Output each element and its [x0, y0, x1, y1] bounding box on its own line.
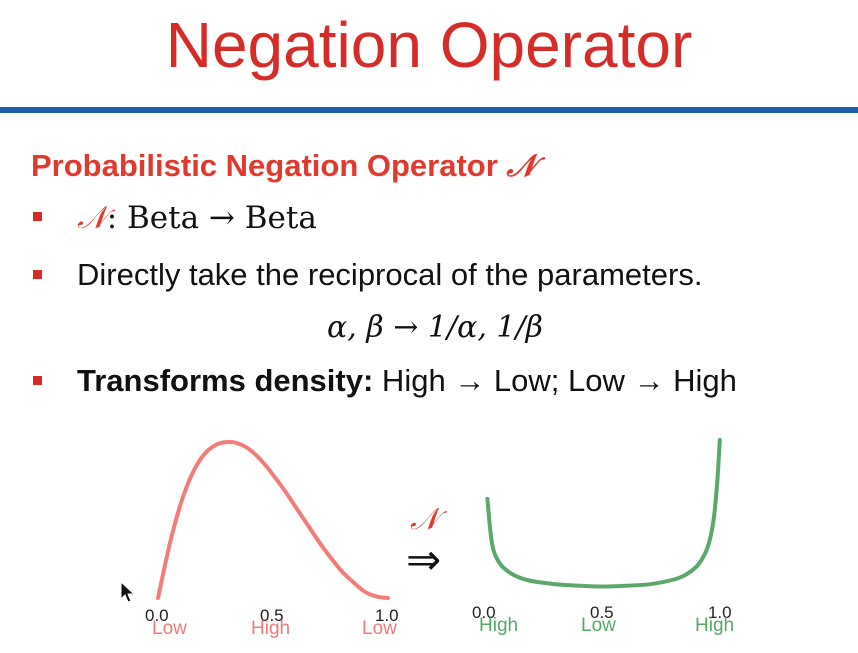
- formula-lhs: α, β: [327, 310, 384, 345]
- formula-arrow: →: [383, 310, 428, 345]
- operator-symbol: 𝒩: [506, 148, 537, 184]
- density-level-label: Low: [581, 615, 616, 636]
- reciprocal-formula: α, β → 1/α, 1/β: [327, 310, 543, 345]
- density-curve-after: [485, 438, 722, 589]
- bullet-marker: [33, 376, 42, 385]
- density-level-label: High: [695, 615, 735, 636]
- density-level-label: High: [479, 615, 519, 636]
- bullet-operator-mapping: 𝒩: Beta → Beta: [77, 200, 317, 237]
- mapping-colon: :: [106, 200, 128, 236]
- x-tick-label: 0.0: [472, 603, 496, 622]
- title-divider: [0, 107, 858, 113]
- density-curve-before: [156, 439, 390, 600]
- density-level-label: High: [251, 618, 291, 639]
- bullet-marker: [33, 270, 42, 279]
- bullet-transforms: Transforms density: High → Low; Low → Hi…: [77, 363, 737, 399]
- x-tick-label: 1.0: [708, 603, 732, 622]
- x-tick-label: 0.0: [145, 606, 169, 625]
- transforms-label: Transforms density:: [77, 363, 374, 398]
- density-level-label: Low: [362, 618, 397, 639]
- implies-arrow: ⇒: [406, 535, 442, 584]
- density-level-label: Low: [152, 618, 187, 639]
- x-tick-label: 0.5: [590, 603, 614, 622]
- mapping-text: Beta → Beta: [127, 200, 317, 236]
- density-curve-after: [485, 438, 722, 589]
- subtitle-text: Probabilistic Negation Operator: [31, 148, 498, 183]
- transforms-text: High → Low; Low → High: [373, 363, 737, 398]
- formula-rhs: 1/α, 1/β: [427, 310, 543, 345]
- bullet-marker: [33, 212, 42, 221]
- slide-subtitle: Probabilistic Negation Operator 𝒩: [31, 148, 536, 185]
- negation-operator-symbol: 𝒩: [410, 502, 439, 537]
- x-tick-label: 1.0: [375, 606, 399, 625]
- x-tick-label: 0.5: [260, 606, 284, 625]
- bullet-reciprocal: Directly take the reciprocal of the para…: [77, 257, 703, 292]
- mouse-cursor-icon: [120, 581, 136, 603]
- density-curve-before: [156, 439, 390, 600]
- operator-symbol: 𝒩: [77, 200, 107, 236]
- slide-title: Negation Operator: [165, 9, 693, 81]
